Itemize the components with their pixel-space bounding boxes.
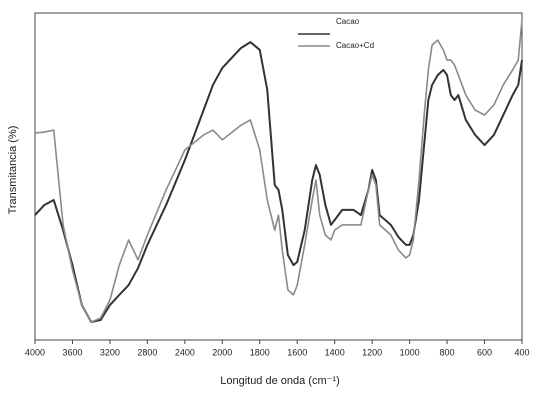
x-tick-label: 2400 bbox=[175, 347, 195, 357]
legend-label: Cacao bbox=[336, 17, 360, 26]
x-tick-label: 1400 bbox=[325, 347, 345, 357]
series-line bbox=[34, 19, 523, 323]
y-axis-label: Transmitancia (%) bbox=[7, 126, 19, 215]
x-tick-label: 4000 bbox=[25, 347, 45, 357]
x-tick-label: 800 bbox=[440, 347, 455, 357]
x-tick-label: 600 bbox=[477, 347, 492, 357]
series-line bbox=[34, 41, 523, 324]
x-tick-label: 3600 bbox=[62, 347, 82, 357]
x-tick-label: 2000 bbox=[212, 347, 232, 357]
x-tick-label: 2800 bbox=[137, 347, 157, 357]
x-tick-label: 3200 bbox=[100, 347, 120, 357]
x-axis-label: Longitud de onda (cm⁻¹) bbox=[220, 375, 340, 387]
x-tick-label: 1000 bbox=[400, 347, 420, 357]
plot-frame bbox=[34, 12, 523, 341]
legend-label: Cacao+Cd bbox=[336, 41, 374, 50]
x-tick-label: 1600 bbox=[287, 347, 307, 357]
x-tick-label: 400 bbox=[514, 347, 529, 357]
x-tick-label: 1800 bbox=[250, 347, 270, 357]
x-tick-label: 1200 bbox=[362, 347, 382, 357]
